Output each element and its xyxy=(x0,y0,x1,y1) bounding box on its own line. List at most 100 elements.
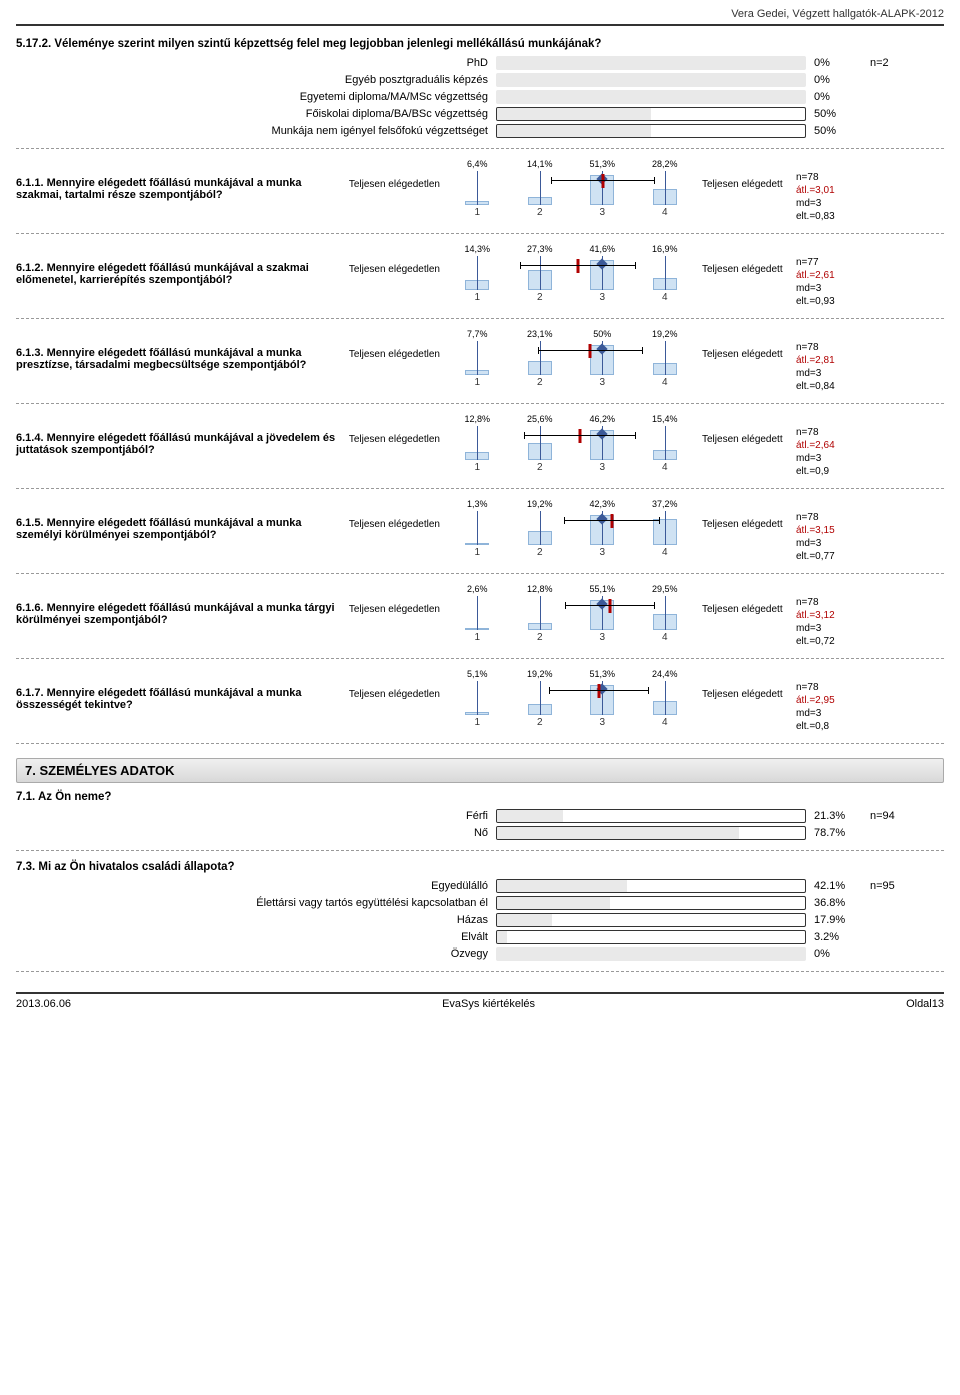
likert-stats: n=78átl.=3,15md=3elt.=0,77 xyxy=(796,499,944,563)
likert-question: 6.1.6. Mennyire elégedett főállású munká… xyxy=(16,584,346,626)
likert-right-label: Teljesen elégedett xyxy=(696,584,796,615)
bar-label: Házas xyxy=(16,914,496,926)
likert-chart: 6,4%14,1%51,3%28,2%1234 xyxy=(446,159,696,218)
likert-block: 6.1.3. Mennyire elégedett főállású munká… xyxy=(16,329,944,393)
bar-label: PhD xyxy=(16,57,496,69)
bar-label: Férfi xyxy=(16,810,496,822)
bar-label: Egyetemi diploma/MA/MSc végzettség xyxy=(16,91,496,103)
divider xyxy=(16,488,944,489)
likert-block: 6.1.4. Mennyire elégedett főállású munká… xyxy=(16,414,944,478)
likert-chart: 7,7%23,1%50%19,2%1234 xyxy=(446,329,696,388)
bar-wrap xyxy=(496,826,806,840)
likert-left-label: Teljesen elégedetlen xyxy=(346,584,446,615)
likert-chart: 5,1%19,2%51,3%24,4%1234 xyxy=(446,669,696,728)
bar-wrap xyxy=(496,879,806,893)
likert-right-label: Teljesen elégedett xyxy=(696,159,796,190)
likert-chart: 14,3%27,3%41,6%16,9%1234 xyxy=(446,244,696,303)
likert-left-label: Teljesen elégedetlen xyxy=(346,159,446,190)
likert-question: 6.1.5. Mennyire elégedett főállású munká… xyxy=(16,499,346,541)
footer-center: EvaSys kiértékelés xyxy=(442,998,535,1010)
bar-wrap xyxy=(496,107,806,121)
bar-row: Özvegy 0% xyxy=(16,947,944,961)
divider xyxy=(16,971,944,972)
bar-pct: 17.9% xyxy=(806,914,856,926)
divider xyxy=(16,573,944,574)
bar-meta: n=2 xyxy=(856,57,944,69)
bar-pct: 0% xyxy=(806,948,856,960)
likert-right-label: Teljesen elégedett xyxy=(696,669,796,700)
bar-row: Főiskolai diploma/BA/BSc végzettség 50% xyxy=(16,107,944,121)
likert-block: 6.1.2. Mennyire elégedett főállású munká… xyxy=(16,244,944,308)
likert-left-label: Teljesen elégedetlen xyxy=(346,414,446,445)
likert-right-label: Teljesen elégedett xyxy=(696,244,796,275)
footer-left: 2013.06.06 xyxy=(16,998,71,1010)
bar-label: Főiskolai diploma/BA/BSc végzettség xyxy=(16,108,496,120)
bar-wrap xyxy=(496,947,806,961)
bar-row: PhD0%n=2 xyxy=(16,56,944,70)
likert-stats: n=78átl.=2,64md=3elt.=0,9 xyxy=(796,414,944,478)
bar-meta: n=94 xyxy=(856,810,944,822)
bar-pct: 0% xyxy=(806,91,856,103)
divider xyxy=(16,148,944,149)
bar-row: Egyéb posztgraduális képzés 0% xyxy=(16,73,944,87)
q5172-title: 5.17.2. Véleménye szerint milyen szintű … xyxy=(16,38,944,50)
likert-stats: n=78átl.=2,95md=3elt.=0,8 xyxy=(796,669,944,733)
likert-right-label: Teljesen elégedett xyxy=(696,499,796,530)
bar-pct: 36.8% xyxy=(806,897,856,909)
bar-wrap xyxy=(496,930,806,944)
page-header: Vera Gedei, Végzett hallgatók-ALAPK-2012 xyxy=(16,8,944,20)
likert-question: 6.1.7. Mennyire elégedett főállású munká… xyxy=(16,669,346,711)
likert-block: 6.1.7. Mennyire elégedett főállású munká… xyxy=(16,669,944,733)
bar-pct: 42.1% xyxy=(806,880,856,892)
bar-pct: 50% xyxy=(806,108,856,120)
divider xyxy=(16,318,944,319)
divider xyxy=(16,658,944,659)
divider xyxy=(16,850,944,851)
likert-block: 6.1.1. Mennyire elégedett főállású munká… xyxy=(16,159,944,223)
divider xyxy=(16,743,944,744)
top-rule xyxy=(16,24,944,26)
page-footer: 2013.06.06 EvaSys kiértékelés Oldal13 xyxy=(16,992,944,1010)
likert-right-label: Teljesen elégedett xyxy=(696,414,796,445)
likert-left-label: Teljesen elégedetlen xyxy=(346,669,446,700)
section7-header: 7. SZEMÉLYES ADATOK xyxy=(16,758,944,783)
bar-row: Elvált 3.2% xyxy=(16,930,944,944)
bar-pct: 21.3% xyxy=(806,810,856,822)
likert-stats: n=77átl.=2,61md=3elt.=0,93 xyxy=(796,244,944,308)
bar-row: Élettársi vagy tartós együttélési kapcso… xyxy=(16,896,944,910)
bar-label: Özvegy xyxy=(16,948,496,960)
bar-pct: 3.2% xyxy=(806,931,856,943)
bar-row: Nő78.7% xyxy=(16,826,944,840)
bar-wrap xyxy=(496,896,806,910)
bar-label: Élettársi vagy tartós együttélési kapcso… xyxy=(16,897,496,909)
likert-chart: 12,8%25,6%46,2%15,4%1234 xyxy=(446,414,696,473)
bar-pct: 50% xyxy=(806,125,856,137)
bar-label: Egyedülálló xyxy=(16,880,496,892)
bar-pct: 0% xyxy=(806,74,856,86)
likert-question: 6.1.1. Mennyire elégedett főállású munká… xyxy=(16,159,346,201)
bar-wrap xyxy=(496,809,806,823)
bar-wrap xyxy=(496,56,806,70)
likert-question: 6.1.2. Mennyire elégedett főállású munká… xyxy=(16,244,346,286)
likert-left-label: Teljesen elégedetlen xyxy=(346,329,446,360)
q71-title: 7.1. Az Ön neme? xyxy=(16,791,944,803)
bar-label: Munkája nem igényel felsőfokú végzettség… xyxy=(16,125,496,137)
bar-row: Férfi 21.3%n=94 xyxy=(16,809,944,823)
likert-stats: n=78átl.=3,12md=3elt.=0,72 xyxy=(796,584,944,648)
likert-stats: n=78átl.=2,81md=3elt.=0,84 xyxy=(796,329,944,393)
bar-wrap xyxy=(496,73,806,87)
bar-row: Házas 17.9% xyxy=(16,913,944,927)
footer-right: Oldal13 xyxy=(906,998,944,1010)
bar-label: Elvált xyxy=(16,931,496,943)
likert-question: 6.1.3. Mennyire elégedett főállású munká… xyxy=(16,329,346,371)
likert-block: 6.1.6. Mennyire elégedett főállású munká… xyxy=(16,584,944,648)
bar-meta: n=95 xyxy=(856,880,944,892)
bar-row: Egyetemi diploma/MA/MSc végzettség 0% xyxy=(16,90,944,104)
divider xyxy=(16,233,944,234)
likert-left-label: Teljesen elégedetlen xyxy=(346,499,446,530)
q73-title: 7.3. Mi az Ön hivatalos családi állapota… xyxy=(16,861,944,873)
bar-label: Egyéb posztgraduális képzés xyxy=(16,74,496,86)
likert-chart: 1,3%19,2%42,3%37,2%1234 xyxy=(446,499,696,558)
bar-row: Munkája nem igényel felsőfokú végzettség… xyxy=(16,124,944,138)
bar-wrap xyxy=(496,90,806,104)
